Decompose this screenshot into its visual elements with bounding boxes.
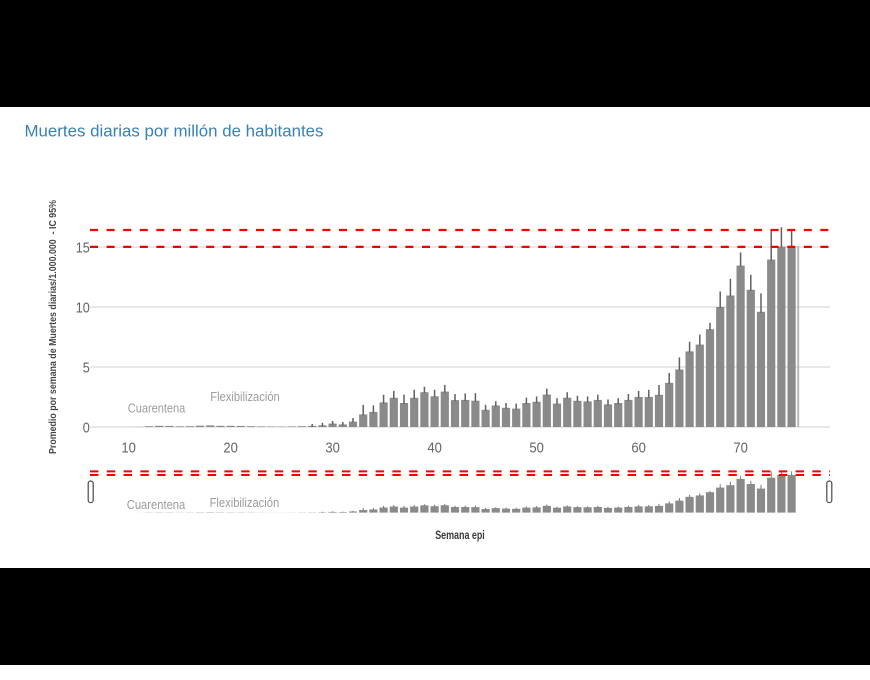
- svg-text:15: 15: [76, 239, 90, 256]
- svg-text:Cuarentena: Cuarentena: [128, 401, 186, 416]
- svg-text:5: 5: [83, 359, 90, 376]
- svg-text:30: 30: [325, 439, 340, 456]
- svg-text:Flexibilización: Flexibilización: [210, 495, 280, 510]
- svg-text:Semana epi: Semana epi: [435, 528, 485, 542]
- svg-text:Promedio por semana de Muertes: Promedio por semana de Muertes diarias/1…: [48, 200, 59, 454]
- svg-text:70: 70: [733, 439, 748, 456]
- svg-text:Flexibilización: Flexibilización: [210, 389, 280, 404]
- svg-text:Muertes diarias por millón de: Muertes diarias por millón de habitantes: [25, 122, 324, 140]
- svg-text:60: 60: [631, 439, 646, 456]
- svg-text:20: 20: [223, 439, 238, 456]
- svg-text:10: 10: [76, 299, 90, 316]
- svg-text:0: 0: [83, 419, 90, 436]
- svg-text:Cuarentena: Cuarentena: [127, 497, 186, 512]
- svg-text:50: 50: [529, 439, 544, 456]
- svg-text:40: 40: [427, 439, 442, 456]
- svg-text:10: 10: [121, 439, 136, 456]
